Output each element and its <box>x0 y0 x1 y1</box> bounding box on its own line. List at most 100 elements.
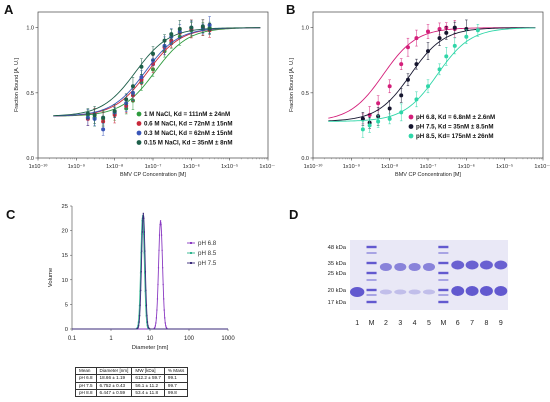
legend-marker <box>136 121 142 126</box>
x-axis-label: BMV CP Concentration [M] <box>120 172 186 178</box>
protein-band <box>465 286 479 296</box>
data-point <box>141 215 144 217</box>
y-axis-label: Volume <box>48 268 54 287</box>
data-point <box>426 29 430 34</box>
protein-band <box>379 289 392 295</box>
data-point <box>162 283 164 286</box>
protein-band <box>451 260 465 270</box>
legend-marker <box>190 242 192 244</box>
chart-a-plot: 1x10⁻¹⁰ 1x10⁻⁹ 1x10⁻⁸ 1x10⁻⁷ 1x10⁻⁶ 1x10⁻⁵ 1x1… <box>14 11 275 178</box>
data-point <box>139 290 141 292</box>
lane-label: 5 <box>427 320 431 327</box>
x-tick-label: 1x10⁻⁸ <box>381 163 398 170</box>
data-point <box>165 325 167 327</box>
data-point <box>136 326 138 329</box>
data-point <box>146 321 149 323</box>
fit-curve <box>328 27 536 122</box>
data-point <box>144 290 146 292</box>
data-point <box>164 322 166 324</box>
legend-label: 0.15 M NaCl, Kd = 35nM ± 8nM <box>144 140 233 147</box>
data-point <box>101 127 106 132</box>
table-cell: 18.66 ± 1.19 <box>95 374 133 383</box>
distribution-curve <box>72 216 228 330</box>
protein-band <box>408 289 421 295</box>
data-point <box>145 289 147 292</box>
sds-page-gel: 48 kDa 35 kDa 25 kDa 20 kDa 17 kDa 1 M 2 3 4 5 M 6 7 8… <box>328 240 508 327</box>
data-point <box>156 309 158 311</box>
data-point <box>137 321 140 323</box>
data-point <box>444 54 449 59</box>
marker-band <box>366 279 377 281</box>
legend-label: 0.6 M NaCl, Kd = 72nM ± 15nM <box>144 121 233 128</box>
lane-label: M <box>369 320 375 327</box>
marker-size-label: 35 kDa <box>328 261 347 267</box>
distribution-curve <box>72 220 228 330</box>
data-point <box>414 36 419 41</box>
lane-label: 9 <box>499 320 503 327</box>
y-tick-label: 0.5 <box>26 91 34 97</box>
data-point <box>138 321 140 323</box>
y-tick-label: 15 <box>62 253 68 259</box>
marker-band <box>438 300 449 304</box>
lane-label: 6 <box>456 320 460 327</box>
data-point <box>156 298 159 300</box>
data-point <box>144 272 146 274</box>
legend-marker <box>190 262 192 264</box>
legend-label: 0.3 M NaCl, Kd = 62nM ± 15nM <box>144 130 233 137</box>
data-point <box>147 326 149 329</box>
table-row: pH 8.8 6.447 ± 0.59 53.4 ± 11.8 99.8 <box>75 388 189 398</box>
data-point <box>437 36 442 41</box>
data-point <box>140 271 142 273</box>
legend-marker <box>408 124 414 129</box>
data-point <box>475 28 480 33</box>
marker-band <box>438 288 449 292</box>
table-cell: pH 7.5 <box>75 381 97 390</box>
data-point <box>161 234 163 236</box>
data-point <box>141 250 143 252</box>
legend-label: pH 8.5, Kd= 175nM ± 26nM <box>416 133 494 140</box>
protein-band <box>394 289 407 295</box>
table-cell: 6.447 ± 0.59 <box>95 388 133 398</box>
protein-band <box>479 260 493 270</box>
data-point <box>141 231 143 233</box>
data-point <box>376 101 381 106</box>
gel-background <box>350 240 508 310</box>
marker-band <box>438 294 449 296</box>
data-point <box>159 223 161 226</box>
data-point <box>155 322 157 324</box>
fit-curve <box>53 27 261 117</box>
data-point <box>154 325 156 327</box>
table-row: pH 6.8 18.66 ± 1.19 612.2 ± 59.7 99.1 <box>75 374 189 383</box>
protein-band <box>479 286 493 296</box>
data-point <box>145 305 147 307</box>
data-point <box>437 67 442 72</box>
legend-label: pH 6.8 <box>198 240 217 247</box>
data-point <box>405 77 410 82</box>
data-point <box>207 26 212 31</box>
data-point <box>112 109 117 114</box>
protein-band <box>451 286 465 296</box>
marker-band <box>438 279 449 281</box>
data-point <box>159 220 162 222</box>
lane-label: 4 <box>413 320 417 327</box>
table-cell: 53.4 ± 11.8 <box>131 388 165 398</box>
legend-label: pH 8.5 <box>198 250 217 257</box>
data-point <box>399 110 404 115</box>
panel-label-c: C <box>6 207 16 222</box>
marker-size-label: 20 kDa <box>328 288 347 294</box>
legend-label: pH 7.5, Kd = 35nM ± 8.5nM <box>416 124 494 131</box>
data-point <box>387 116 392 121</box>
data-point <box>85 111 90 116</box>
data-point <box>189 25 194 30</box>
gel-image: 48 kDa 35 kDa 25 kDa 20 kDa 17 kDa 1 M 2 3 4 5 M 6 7 8… <box>328 240 508 327</box>
marker-band <box>438 252 449 254</box>
data-point <box>177 26 182 31</box>
data-point <box>405 45 410 50</box>
data-point <box>165 326 167 329</box>
data-point <box>141 220 143 222</box>
data-point <box>144 271 147 273</box>
x-tick-label: 1x10⁻⁹ <box>68 163 85 170</box>
fit-curve <box>53 27 261 117</box>
x-tick-label: 1x10⁻¹⁰ <box>304 163 324 170</box>
x-tick-label: 1x10⁻⁷ <box>420 163 437 170</box>
